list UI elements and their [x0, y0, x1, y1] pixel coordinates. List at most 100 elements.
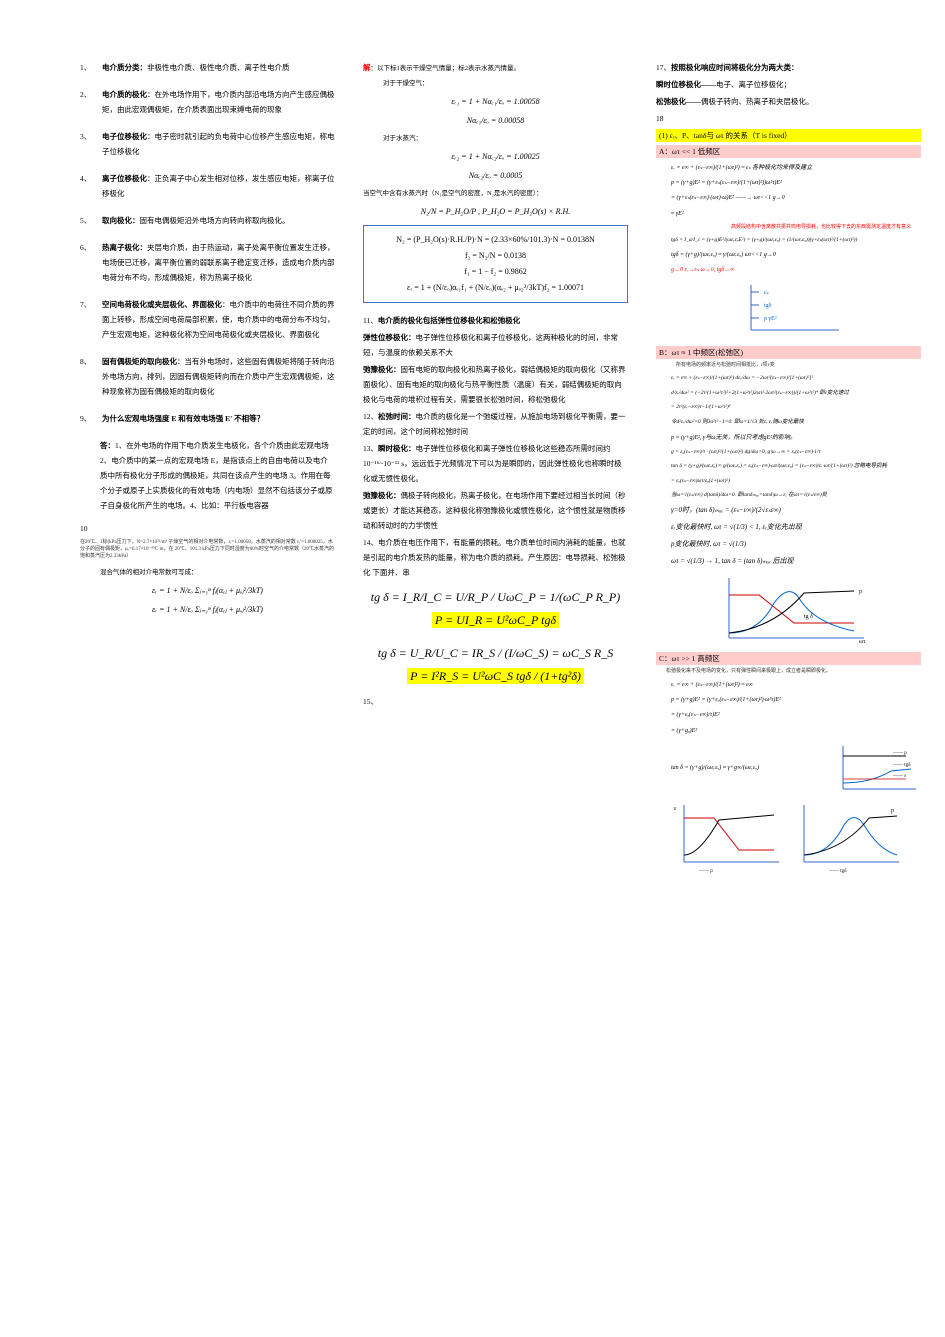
diagram-B: p tg δ ωτ	[656, 573, 921, 648]
num-10: 10	[80, 521, 335, 536]
secA-f5: tgδ = I_a/I_c = (γ+g)E²/(ωεᵣεₒE²) = (γ+g…	[656, 236, 921, 245]
sub-head: 瞬时位移极化——	[656, 80, 716, 89]
item-11b: 弹性位移极化：电子弹性位移极化和离子位移极化，这两种极化的时间，非常短，与温度的…	[363, 330, 628, 360]
f-dry2: Nαₑ₁/εₒ = 0.00058	[363, 114, 628, 128]
secB-g0: γ=0时，(tan δ)ₘₐₓ = (εₛ−ε∞)/(2√εₛε∞)	[656, 505, 921, 517]
column-3: 17、按照极化响应时间将极化分为两大类： 瞬时位移极化——电子、离子位移极化； …	[656, 60, 921, 879]
secB-f3: = 2τ²(εᵣ−ε∞)τ−1/(1+ω²τ²)³	[656, 403, 921, 412]
item-text: 固有电偶极矩沿外电场方向转向称取向极化。	[140, 216, 290, 225]
secB-f4: 令d²εᵣ/dω²=0 则3a²τ²−1=0. 即ω=1/√3 处εᵣ εᵣ随ω…	[656, 418, 921, 427]
num: 12、	[363, 412, 378, 421]
item-head: 空间电荷极化或夹层极化、界面极化	[102, 300, 222, 309]
item-num: 8、	[80, 354, 102, 399]
item-num: 6、	[80, 240, 102, 285]
block-line: εᵣ = 1 + (N/εₒ)αₑ₁f₁ + (N/εₒ)(αₑ₂ + μₒ₂²…	[370, 280, 621, 296]
diagram-C2: ε —— p p —— tgδ	[656, 800, 921, 875]
item-text: 非极性电介质、极性电介质、离子性电介质	[147, 63, 290, 72]
item-body: 电介质的极化：在外电场作用下，电介质内部沿电场方向产生感应偶极矩，由此宏观偶极矩…	[102, 87, 335, 117]
secC-f2: p = (γ+g)E² = (γ+εₒ(εₛ−ε∞)/(1+(ωτ)²)·ω²τ…	[656, 695, 921, 705]
diagram-C1: tan δ = (γ+g)/(ωεᵣεₒ) ≈ γ+g∞/(ωεᵣεₒ) —— …	[656, 741, 921, 796]
mixline: 混合气体的相对介电常数可写成：	[80, 566, 335, 579]
item-body: 热离子极化：夹层电介质，由于热运动，离子处离平衡位置发生迁移，电场使已迁移，离平…	[102, 240, 335, 285]
item-11: 11、电介质的极化包括弹性位移极化和松弛极化	[363, 313, 628, 328]
item-4: 4、 离子位移极化：正负离子中心发生相对位移，发生感应电矩，称离子位移极化	[80, 171, 335, 201]
item-body: 固有偶极矩的取向极化：当有外电场时，这些固有偶极矩将随于转向沿外电场方向，排列，…	[102, 354, 335, 399]
num: 11、	[363, 316, 378, 325]
f-ratio: N₂/N = P_H₂O/P , P_H₂O = P_H₂O(s) × R.H.	[363, 205, 628, 219]
item-head: 热离子极化：	[102, 243, 147, 252]
item-body: 电介质分类：非极性电介质、极性电介质、离子性电介质	[102, 60, 335, 75]
footnote-10: 在20℃、1标(kPa压力下，N=2.7×10²⁵/m³ 子燥空气的相对介电常数…	[80, 539, 335, 560]
axis-label: ε	[674, 806, 677, 812]
item-num: 5、	[80, 213, 102, 228]
item-1: 1、 电介质分类：非极性电介质、极性电介质、离子性电介质	[80, 60, 335, 75]
item-num: 1、	[80, 60, 102, 75]
secA-f7: g→0 εᵣ→εₛ ω→0, tgδ→∞	[656, 265, 921, 275]
item-13b: 弛豫极化：偶极子转向极化，热离子极化，在电场作用下要经过相当长时间（秒或更长）才…	[363, 488, 628, 533]
secB-f2: d²εᵣ/dω² = (−2τ²(1+ω²τ²)²+2(1+ω²τ²)2ωτ²·…	[656, 389, 921, 398]
item-17: 17、按照极化响应时间将极化分为两大类：	[656, 60, 921, 75]
item-14: 14、电介质在电压作用下，有能量的损耗。电介质单位时间内消耗的能量，也就是引起的…	[363, 535, 628, 580]
num: 17、	[656, 63, 671, 72]
sub-text: 偶极子转向、热离子和夹层极化。	[701, 97, 814, 106]
secC-f1: εᵣ = ε∞ + (εₛ−ε∞)/(1+(ωτ)²) ≈ ε∞	[656, 680, 921, 690]
secB-line: ωτ = √(1/3) → 1, tan δ = (tan δ)ₘₐₓ 后出现	[656, 556, 921, 568]
formula-10a: εᵣ = 1 + N/εₒ Σⱼ₌₁ⁿ fⱼ(αₑⱼ + μₒⱼ²/3kT)	[80, 584, 335, 598]
item-head: 电子位移极化	[102, 132, 147, 141]
secB-f1: εᵣ = ε∞ + (εₛ−ε∞)/(1+(ωτ)²) dεᵣ/dω = −2ω…	[656, 374, 921, 383]
axis-label: εₛ	[764, 290, 769, 296]
num-18: 18	[656, 111, 921, 126]
secA-f2: p = (γ+g)E² = (γ+εₛ(εₛ−ε∞)/(1+(ωτ)²))ω²τ…	[656, 178, 921, 188]
axis-label: p	[891, 808, 894, 814]
secB-g: g = εₒ(εₛ−ε∞)/τ · (ωτ)²/(1+(ωτ)²) dg/dω>…	[656, 448, 921, 457]
secB-emax: εᵣ变化最快时, ωτ = √(1/3) < 1, εᵣ变化先出现	[656, 522, 921, 534]
item-7: 7、 空间电荷极化或夹层极化、界面极化：电介质中的电荷往不同介质的界面上转移，形…	[80, 297, 335, 342]
item-body: 空间电荷极化或夹层极化、界面极化：电介质中的电荷往不同介质的界面上转移，形成空间…	[102, 297, 335, 342]
when-line: 当空气中含有水蒸汽时（N₁是空气的密度，N₂是水汽的密度）：	[363, 187, 628, 200]
secB-tan2: = εₒ(εₛ−ε∞)ωτ/εₒ(1+(ωτ)²)	[656, 477, 921, 486]
secB-tan: tan δ = (γ+g)/(ωεᵣεₒ) ≈ g/(ωεᵣεₒ) = εₒ(ε…	[656, 462, 921, 471]
item-num: 9、	[80, 411, 102, 426]
item-num: 7、	[80, 297, 102, 342]
secA-sub: A：ωτ << 1 低频区	[656, 145, 921, 158]
item-13: 13、瞬时极化：电子弹性位移极化和离子弹性位移极化这些稳态所需时间约 10⁻¹⁶…	[363, 441, 628, 486]
secA-title: (1) εᵣ、P、tanδ与 ωτ 的关系（T is fixed）	[656, 129, 921, 142]
item-head: 离子位移极化	[102, 174, 147, 183]
item-6: 6、 热离子极化：夹层电介质，由于热运动，离子处离平衡位置发生迁移，电场使已迁移…	[80, 240, 335, 285]
axis-label: ωτ	[859, 639, 866, 645]
item-head: 电介质的极化	[102, 90, 147, 99]
formula-text: d²εᵣ/dω² = (−2τ²(1+ω²τ²)²+2(1+ω²τ²)2ωτ²·…	[671, 390, 849, 396]
answer-block: 答：1、在外电场的作用下电介质发生电极化，各个介质由此宏观电场 2、电介质中的某…	[80, 438, 335, 513]
item-body: 取向极化：固有电偶极矩沿外电场方向转向称取向极化。	[102, 213, 335, 228]
dry-label: 对于干燥空气：	[363, 77, 628, 90]
sub-head: 松弛极化——	[656, 97, 701, 106]
f-steam2: Nαₑ₂/εₒ = 0.0005	[363, 169, 628, 183]
formula-text: = (γ+εₛ(εₛ−ε∞)·(ωτ)·ω)E² ——→ ωτ<<1 g→0	[671, 195, 785, 201]
jie-rest: ：以下标1表示干燥空气情量；标2表示水蒸汽情量。	[371, 65, 521, 72]
secC-f5: tan δ = (γ+g)/(ωεᵣεₒ) ≈ γ+g∞/(ωεᵣεₒ)	[656, 763, 831, 773]
item-17b: 松弛极化——偶极子转向、热离子和夹层极化。	[656, 94, 921, 109]
sub-text: 偶极子转向极化，热离子极化，在电场作用下要经过相当长时间（秒或更长）才能达其稳态…	[363, 491, 626, 530]
secB-p: p = (γ+g)E², γ与ω无关，所以只考虑gE²的影响。	[656, 433, 921, 443]
num: 13、	[363, 444, 378, 453]
legend: —— tgδ	[892, 763, 911, 768]
document-page: 1、 电介质分类：非极性电介质、极性电介质、离子性电介质 2、 电介质的极化：在…	[80, 60, 905, 879]
formula-box: N₂ = (P_H₂O(s)·R.H./P)·N = (2.33×60%/101…	[363, 225, 628, 303]
item-8: 8、 固有偶极矩的取向极化：当有外电场时，这些固有偶极矩将随于转向沿外电场方向，…	[80, 354, 335, 399]
axis-label: p	[859, 589, 862, 595]
item-num: 4、	[80, 171, 102, 201]
secC-f3: = (γ+εₒ(εₛ−ε∞)/τ)E²	[656, 710, 921, 720]
formula-10b: εᵣ = 1 + N/εₒ Σⱼ₌₁ⁿ fⱼ(αₑⱼ + μₒⱼ²/3kT)	[80, 603, 335, 617]
f-steam1: εᵣ₂ = 1 + Nαₑ₂/εₒ = 1.00025	[363, 150, 628, 164]
item-5: 5、 取向极化：固有电偶极矩沿外电场方向转向称取向极化。	[80, 213, 335, 228]
formula-line-hl: P = I²R_S = U²ωC_S tgδ / (1+tg²δ)	[407, 668, 584, 684]
item-3: 3、 电子位移极化：电子密时就引起的负电荷中心位移产生感应电矩，称电子位移极化	[80, 129, 335, 159]
item-12: 12、松弛时间：电介质的极化是一个弛缓过程，从施加电场到极化平衡需，要一定的时间…	[363, 409, 628, 439]
item-head: 松弛时间：	[378, 412, 416, 421]
legend: —— p	[892, 751, 907, 756]
axis-label: p γE²	[764, 316, 777, 322]
axis-label: tgδ	[764, 303, 772, 309]
item-head: 按照极化响应时间将极化分为两大类：	[671, 63, 799, 72]
block-line: f₂ = N₂/N = 0.0138	[370, 248, 621, 264]
secA-f3: = (γ+εₛ(εₛ−ε∞)·(ωτ)·ω)E² ——→ ωτ<<1 g→0	[656, 193, 921, 203]
